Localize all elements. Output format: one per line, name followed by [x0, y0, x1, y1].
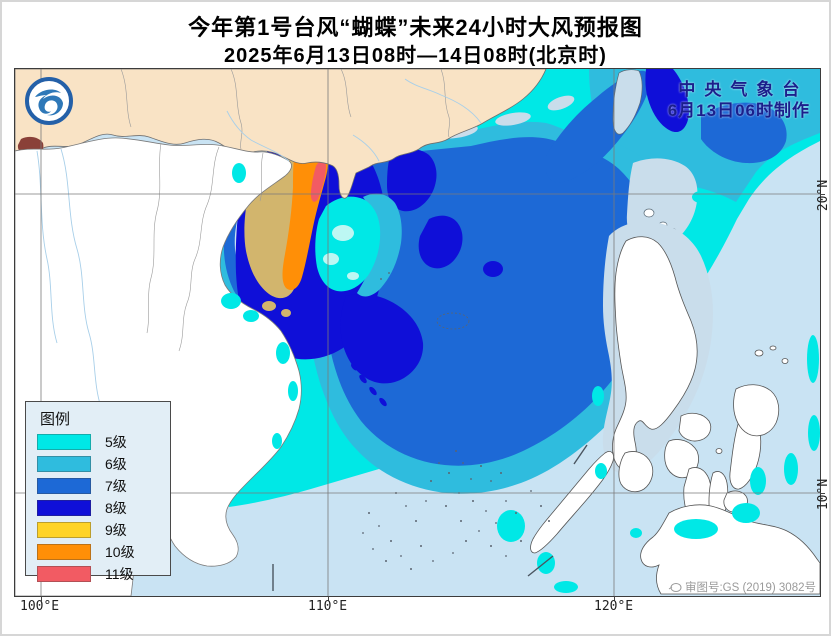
wind-area-level11 — [310, 160, 326, 202]
wind-area-level8-dashes — [351, 363, 387, 407]
y-tick-10n — [820, 493, 825, 494]
attribution-text: 审图号:GS (2019) 3082号 — [684, 582, 816, 594]
legend-title: 图例 — [40, 411, 71, 428]
typhoon-eye — [315, 196, 381, 292]
cma-logo-ring — [25, 77, 73, 125]
legend-label-9: 9级 — [105, 522, 127, 538]
wind-area-level6-eye-ring — [357, 193, 402, 297]
map-canvas — [15, 69, 820, 596]
legend-row: 10级 — [37, 541, 170, 563]
wind-area-level8-se-tail — [340, 293, 424, 384]
legend-label-5: 5级 — [105, 434, 127, 450]
wind-area-level8-ne1 — [387, 148, 437, 212]
x-tick-110e — [328, 596, 329, 601]
legend-label-6: 6级 — [105, 456, 127, 472]
x-axis-label-110e: 110°E — [308, 599, 348, 614]
legend-swatch-5 — [37, 434, 91, 450]
legend-label-10: 10级 — [105, 544, 135, 560]
legend-swatch-6 — [37, 456, 91, 472]
wind-area-level8-taiwan-strait — [645, 69, 689, 133]
islet-level9 — [281, 309, 291, 317]
watermark-agency: 中央气象台 — [678, 80, 809, 99]
y-axis-label-10n: 10°N — [816, 478, 831, 511]
reef-dots — [362, 272, 550, 570]
legend-swatch-11 — [37, 566, 91, 582]
cma-logo — [25, 77, 73, 125]
eye-light-patch — [332, 225, 354, 241]
legend-row: 9级 — [37, 519, 170, 541]
boundary-dashes — [272, 444, 588, 591]
legend-row: 5级 — [37, 431, 170, 453]
page-subtitle: 2025年6月13日08时—14日08时(北京时) — [224, 45, 607, 67]
legend-swatch-9 — [37, 522, 91, 538]
legend-swatch-10 — [37, 544, 91, 560]
wind-area-level7-main — [326, 137, 657, 466]
wind-area-level8-e — [418, 215, 463, 269]
watermark: 中央气象台 6月13日06时制作 — [668, 79, 810, 121]
legend-row: 11级 — [37, 563, 170, 585]
legend: 图例 5级 6级 7级 8级 9级 10级 — [25, 401, 171, 582]
cma-logo-swirl — [35, 89, 63, 116]
legend-row: 6级 — [37, 453, 170, 475]
legend-swatch-8 — [37, 500, 91, 516]
scattered-cyan-patches — [497, 191, 820, 593]
wind-area-level7-tr — [701, 102, 787, 164]
y-tick-20n — [820, 194, 825, 195]
legend-swatch-7 — [37, 478, 91, 494]
province-borders — [120, 69, 450, 352]
coastal-cyan-patches — [221, 163, 298, 449]
watermark-issued: 6月13日06时制作 — [667, 101, 810, 120]
y-axis-label-20n: 20°N — [816, 179, 831, 212]
x-axis-label-100e: 100°E — [20, 599, 60, 614]
land-china — [15, 69, 547, 199]
land-philippines — [530, 236, 820, 595]
legend-row: 8级 — [37, 497, 170, 519]
legend-label-11: 11级 — [105, 566, 134, 582]
wind-area-level8-dot — [483, 261, 503, 277]
legend-label-8: 8级 — [105, 500, 127, 516]
eye-light-patch — [347, 272, 359, 280]
land-taiwan — [612, 69, 643, 135]
page-title: 今年第1号台风“蝴蝶”未来24小时大风预报图 — [188, 15, 643, 40]
legend-label-7: 7级 — [105, 478, 127, 494]
islet-level9 — [262, 301, 276, 311]
x-tick-100e — [41, 596, 42, 601]
reef-dashed-ring — [436, 312, 470, 330]
attribution: 审图号:GS (2019) 3082号 — [668, 579, 816, 595]
wind-forecast-map: 中央气象台 6月13日06时制作 图例 5级 6级 7级 8级 — [14, 68, 821, 597]
map-review-icon — [668, 582, 682, 592]
legend-row: 7级 — [37, 475, 170, 497]
x-tick-120e — [614, 596, 615, 601]
eye-light-patch — [323, 253, 339, 265]
x-axis-label-120e: 120°E — [594, 599, 634, 614]
